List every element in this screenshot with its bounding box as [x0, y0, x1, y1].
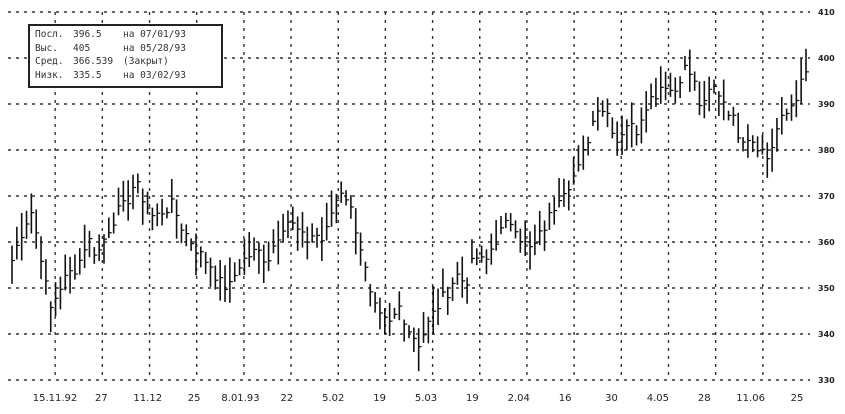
price-bars	[11, 48, 809, 372]
stats-note: (Закрыт)	[123, 56, 169, 67]
x-tick-label: 2.04	[508, 393, 530, 404]
y-tick-label: 330	[818, 376, 835, 385]
stats-note: на 03/02/93	[123, 69, 186, 81]
stats-label: Сред.	[35, 56, 64, 67]
x-tick-label: 19	[373, 393, 386, 404]
x-tick-label: 28	[698, 393, 711, 404]
y-tick-label: 400	[818, 54, 835, 63]
stats-row-low: Низк. 335.5 на 03/02/93	[35, 69, 221, 83]
stats-value: 366.539	[73, 56, 114, 67]
grid	[8, 11, 810, 381]
stats-label: Низк.	[35, 69, 64, 81]
x-tick-label: 11.12	[133, 393, 162, 404]
y-tick-label: 380	[818, 146, 835, 155]
y-tick-label: 340	[818, 330, 835, 339]
y-tick-label: 360	[818, 238, 835, 247]
x-tick-label: 11.06	[736, 393, 765, 404]
x-tick-label: 25	[791, 393, 804, 404]
stats-value: 405	[73, 42, 91, 54]
stats-note: на 07/01/93	[123, 29, 186, 40]
stats-value: 335.5	[73, 69, 102, 81]
x-tick-label: 30	[605, 393, 618, 404]
stats-value: 396.5	[73, 29, 102, 40]
y-axis-labels: 330 340 350 360 370 380 390 400 410	[818, 8, 835, 385]
y-tick-label: 370	[818, 192, 835, 201]
x-tick-label: 25	[188, 393, 201, 404]
x-tick-label: 16	[559, 393, 572, 404]
x-tick-label: 5.03	[415, 393, 437, 404]
x-tick-label: 5.02	[322, 393, 344, 404]
y-tick-label: 390	[818, 100, 835, 109]
x-axis-labels: 15.11.92 27 11.12 25 8.01.93 22 5.02 19 5.03 19 2.…	[33, 393, 804, 404]
stats-note: на 05/28/93	[123, 42, 186, 54]
x-tick-label: 19	[466, 393, 479, 404]
x-tick-label: 4.05	[647, 393, 669, 404]
x-tick-label: 27	[95, 393, 108, 404]
stats-legend: Посл. 396.5 на 07/01/93 Выс. 405 на 05/28/93…	[28, 24, 223, 88]
x-tick-label: 8.01.93	[221, 393, 259, 404]
stats-row-high: Выс. 405 на 05/28/93	[35, 42, 221, 56]
y-tick-label: 410	[818, 8, 835, 17]
x-tick-label: 15.11.92	[33, 393, 78, 404]
stats-row-last: Посл. 396.5 на 07/01/93	[35, 28, 221, 42]
x-tick-label: 22	[281, 393, 294, 404]
stats-label: Выс.	[35, 42, 58, 54]
y-tick-label: 350	[818, 284, 835, 293]
stats-row-average: Сред. 366.539 (Закрыт)	[35, 55, 221, 69]
stats-label: Посл.	[35, 29, 64, 40]
